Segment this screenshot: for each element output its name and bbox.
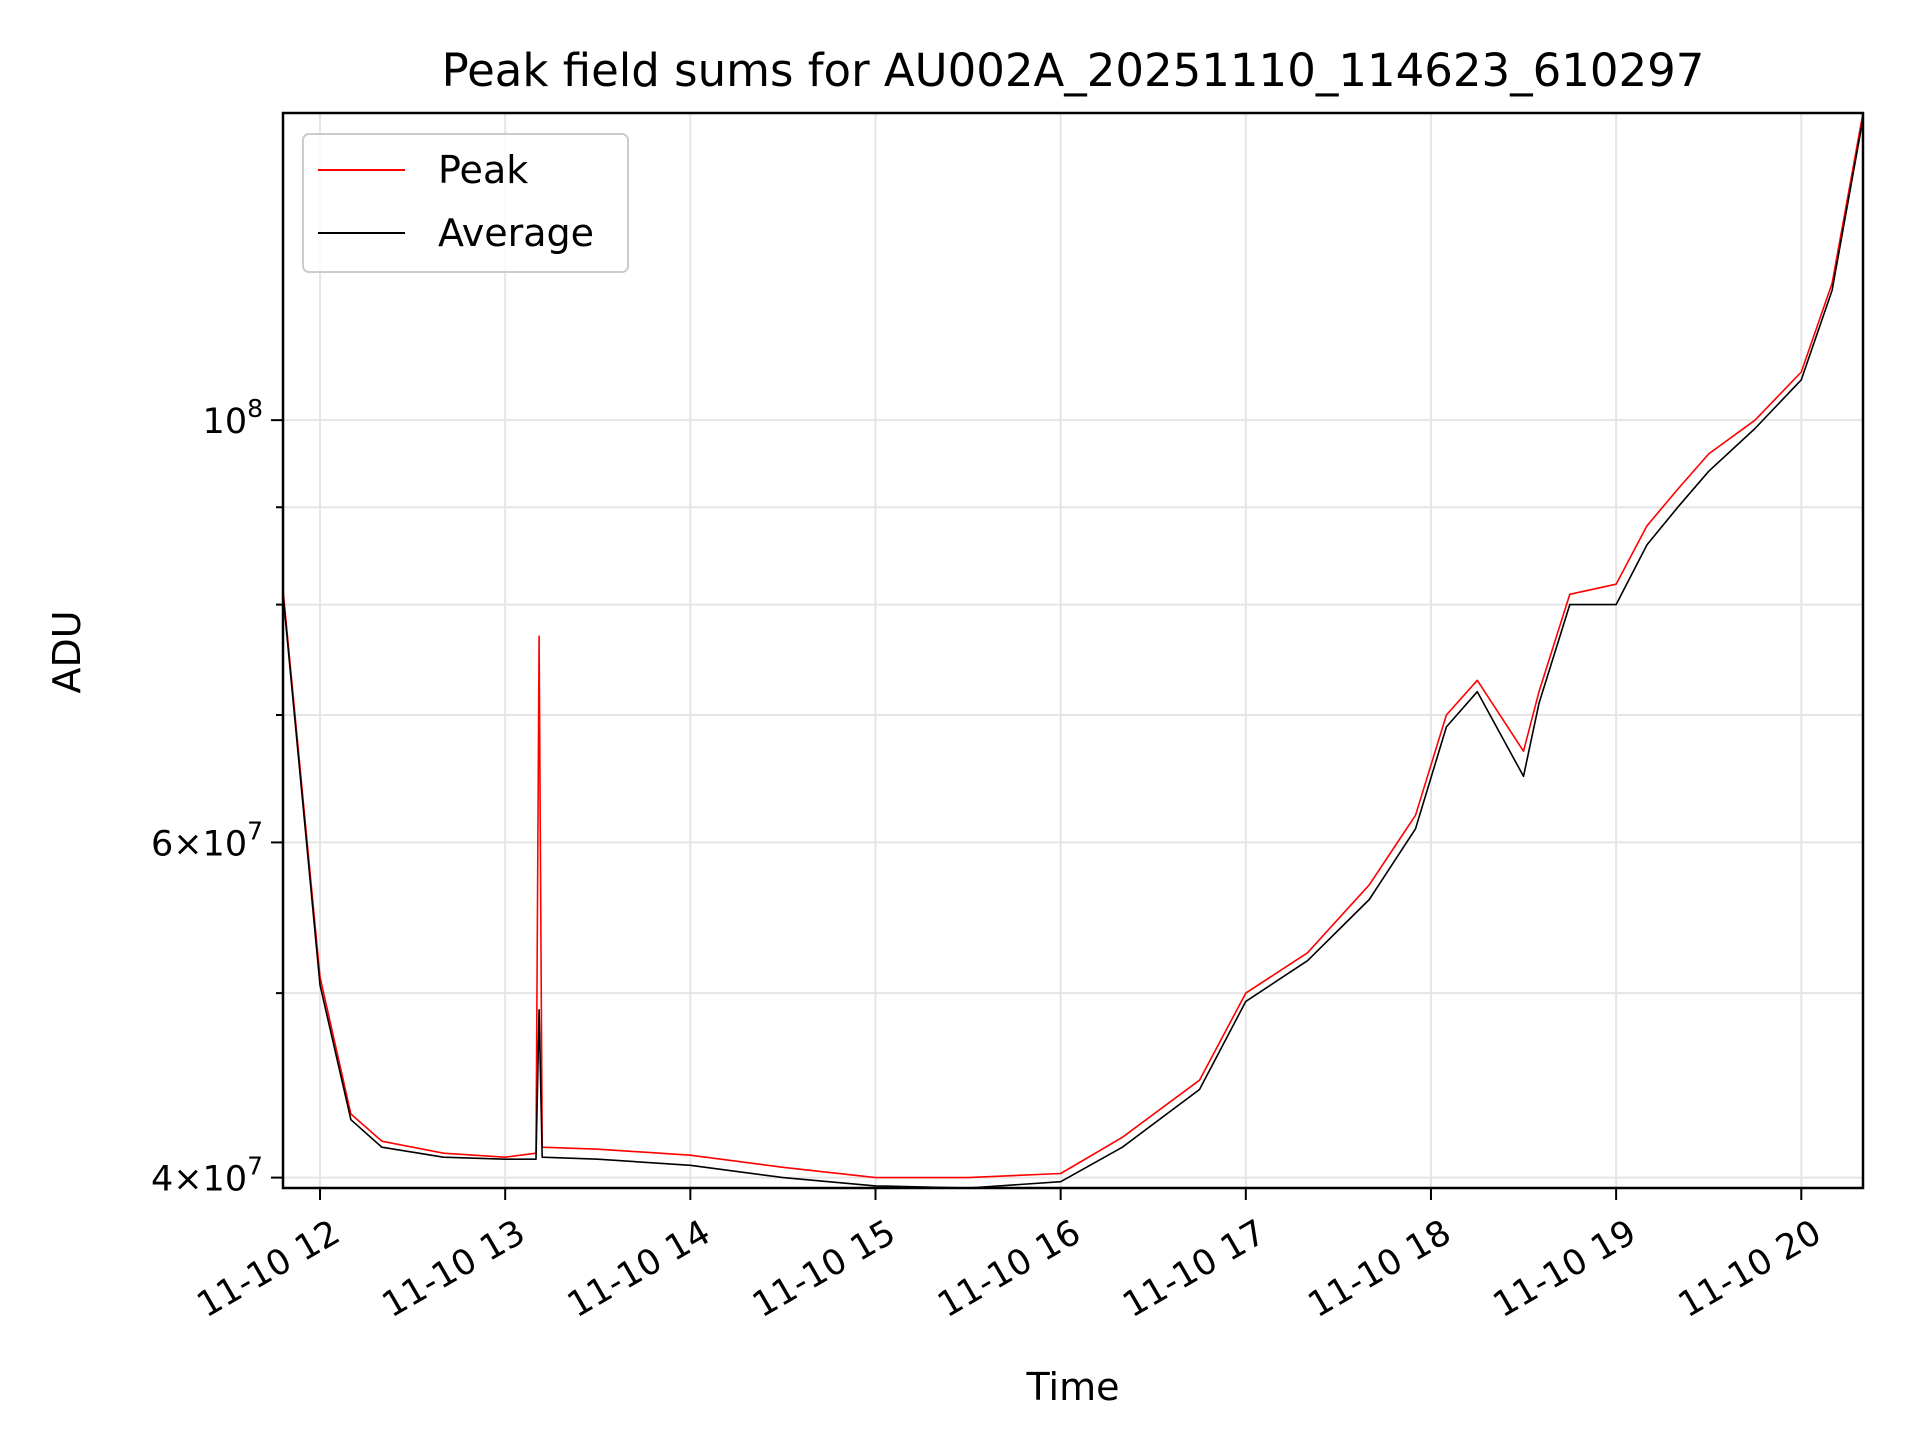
legend-average-label: Average — [438, 211, 594, 255]
legend-peak-label: Peak — [438, 148, 528, 192]
series-line-average — [283, 118, 1863, 1188]
x-axis-label: Time — [1026, 1365, 1120, 1409]
y-tick-label: 4×107 — [151, 1152, 263, 1200]
chart-title: Peak field sums for AU002A_20251110_1146… — [442, 44, 1705, 97]
y-tick-label: 6×107 — [151, 816, 263, 864]
y-axis-label: ADU — [45, 610, 89, 693]
legend-box — [302, 133, 629, 273]
y-tick-label: 108 — [203, 394, 263, 442]
legend: Peak Average — [302, 133, 629, 273]
plot-area — [283, 113, 1863, 1188]
plot-frame — [281, 111, 1865, 1190]
grid-layer — [283, 113, 1863, 1188]
series-line-peak — [283, 113, 1863, 1179]
